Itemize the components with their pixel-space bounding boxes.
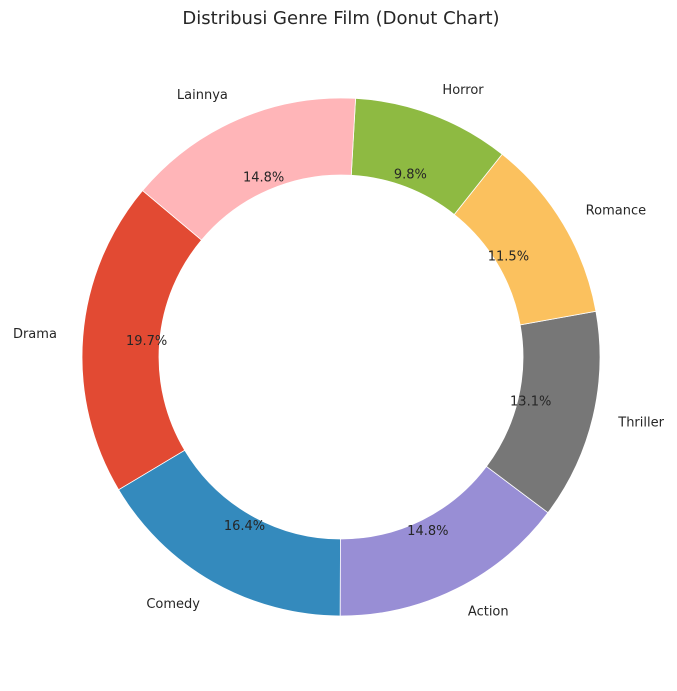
value-label-drama: 19.7%: [126, 334, 167, 349]
labels-group: Drama 19.7% Comedy 16.4% Action 14.8% Thriller…: [13, 83, 665, 620]
slice-lainnya: [142, 97, 357, 241]
value-label-thriller: 13.1%: [510, 395, 551, 410]
value-label-action: 14.8%: [407, 524, 448, 539]
value-label-lainnya: 14.8%: [243, 171, 284, 186]
category-label-horror: Horror: [442, 83, 484, 98]
value-label-horror: 9.8%: [394, 167, 427, 182]
slices-group: [81, 97, 601, 617]
category-label-action: Action: [468, 605, 509, 620]
category-label-thriller: Thriller: [617, 415, 664, 430]
category-label-comedy: Comedy: [146, 597, 200, 612]
category-label-lainnya: Lainnya: [177, 88, 228, 103]
category-label-drama: Drama: [13, 327, 57, 342]
category-label-romance: Romance: [586, 203, 646, 218]
chart-title: Distribusi Genre Film (Donut Chart): [182, 8, 499, 29]
value-label-comedy: 16.4%: [224, 519, 265, 534]
value-label-romance: 11.5%: [488, 250, 529, 265]
